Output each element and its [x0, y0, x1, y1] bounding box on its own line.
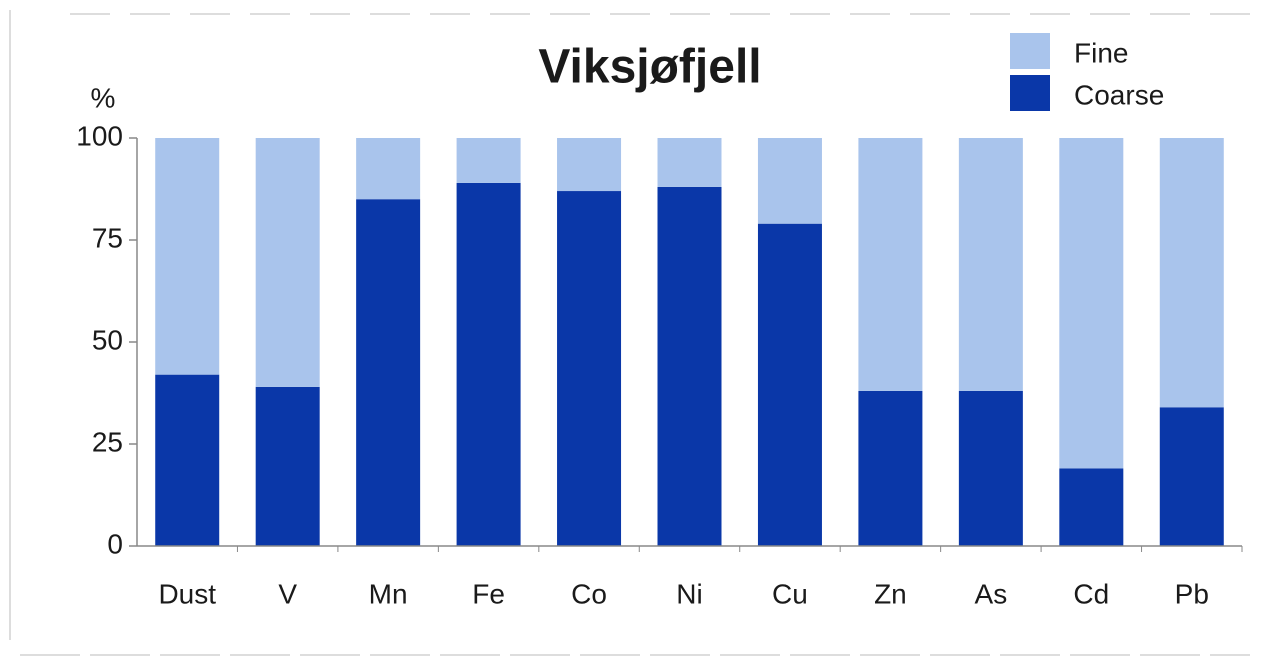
- bar-segment: [1059, 468, 1124, 546]
- bar-segment: [757, 138, 822, 224]
- bar-segment: [255, 386, 320, 546]
- x-tick-label: Dust: [158, 578, 216, 609]
- bar-segment: [255, 138, 320, 387]
- bar-segment: [958, 390, 1023, 546]
- legend-swatch: [1010, 33, 1050, 69]
- y-tick-label: 25: [92, 426, 123, 457]
- legend-swatch: [1010, 75, 1050, 111]
- bar-segment: [557, 138, 622, 192]
- x-tick-label: Fe: [472, 578, 505, 609]
- bar-segment: [356, 138, 421, 200]
- bar-segment: [858, 138, 923, 391]
- bar-segment: [757, 223, 822, 546]
- legend-label: Coarse: [1074, 79, 1164, 110]
- y-tick-label: 50: [92, 324, 123, 355]
- x-tick-label: Ni: [676, 578, 702, 609]
- bar-segment: [1159, 138, 1224, 408]
- x-tick-label: As: [975, 578, 1008, 609]
- chart-title: Viksjøfjell: [538, 41, 761, 94]
- y-tick-label: 0: [107, 528, 123, 559]
- x-tick-label: Cu: [772, 578, 808, 609]
- bar-segment: [155, 138, 220, 375]
- bar-segment: [958, 138, 1023, 391]
- bar-segment: [858, 390, 923, 546]
- x-tick-label: V: [278, 578, 297, 609]
- bar-segment: [1059, 138, 1124, 469]
- bar-segment: [657, 138, 722, 187]
- y-tick-label: 100: [76, 120, 123, 151]
- x-tick-label: Pb: [1175, 578, 1209, 609]
- x-tick-label: Co: [571, 578, 607, 609]
- x-tick-label: Zn: [874, 578, 907, 609]
- bar-segment: [456, 138, 521, 183]
- x-tick-label: Mn: [369, 578, 408, 609]
- bar-segment: [557, 191, 622, 547]
- bar-segment: [155, 374, 220, 546]
- legend-label: Fine: [1074, 37, 1128, 68]
- bar-segment: [657, 186, 722, 546]
- y-axis-label: %: [91, 82, 116, 113]
- bar-segment: [356, 199, 421, 546]
- bar-segment: [456, 182, 521, 546]
- y-tick-label: 75: [92, 222, 123, 253]
- bar-segment: [1159, 407, 1224, 546]
- x-tick-label: Cd: [1073, 578, 1109, 609]
